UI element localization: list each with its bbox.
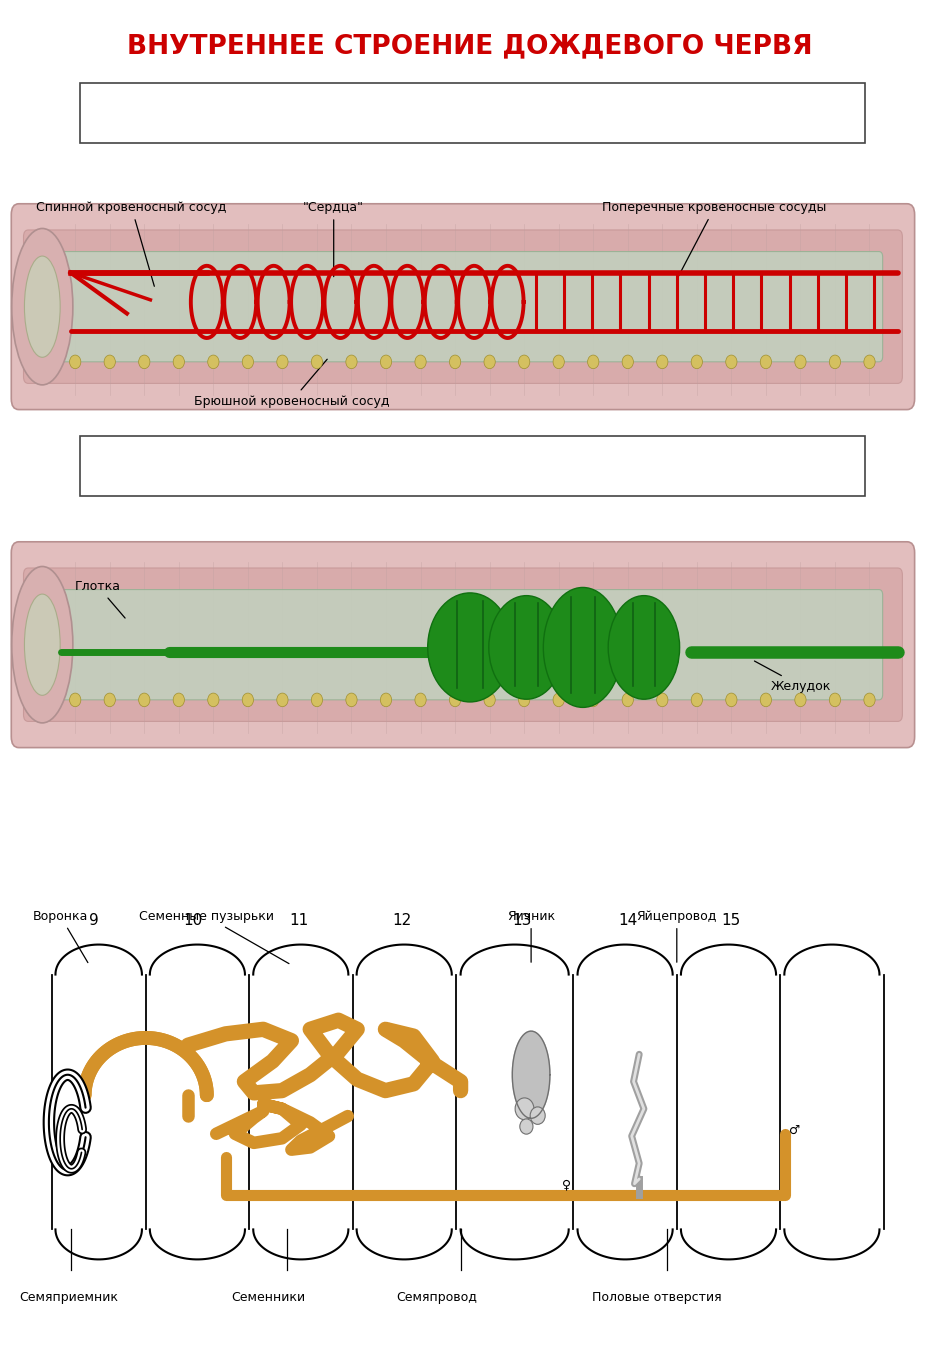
Polygon shape	[512, 1032, 550, 1118]
Ellipse shape	[104, 692, 116, 706]
Ellipse shape	[520, 1119, 533, 1134]
Ellipse shape	[829, 354, 840, 368]
Ellipse shape	[489, 596, 564, 699]
Ellipse shape	[276, 692, 288, 706]
Text: ♀: ♀	[562, 1178, 572, 1191]
Text: Воронка: Воронка	[33, 910, 88, 962]
Ellipse shape	[104, 354, 116, 368]
FancyBboxPatch shape	[43, 252, 883, 361]
Bar	[80, 83, 865, 143]
Ellipse shape	[543, 587, 622, 707]
Ellipse shape	[657, 692, 668, 706]
Text: Семенники: Семенники	[231, 1291, 305, 1304]
Text: 9: 9	[89, 913, 99, 928]
Ellipse shape	[622, 692, 634, 706]
Ellipse shape	[553, 692, 564, 706]
Ellipse shape	[588, 354, 599, 368]
Ellipse shape	[588, 692, 599, 706]
Ellipse shape	[795, 354, 807, 368]
Ellipse shape	[519, 692, 530, 706]
Ellipse shape	[381, 354, 392, 368]
Text: Брюшной кровеносный сосуд: Брюшной кровеносный сосуд	[194, 360, 389, 408]
Ellipse shape	[657, 354, 668, 368]
FancyBboxPatch shape	[11, 203, 915, 409]
Ellipse shape	[864, 692, 875, 706]
Ellipse shape	[311, 354, 322, 368]
Ellipse shape	[691, 692, 702, 706]
FancyBboxPatch shape	[24, 230, 902, 383]
Ellipse shape	[726, 692, 737, 706]
Text: Половые отверстия: Половые отверстия	[592, 1291, 722, 1304]
Ellipse shape	[208, 692, 219, 706]
Ellipse shape	[381, 692, 392, 706]
Text: 10: 10	[183, 913, 202, 928]
FancyBboxPatch shape	[24, 568, 902, 721]
Text: Поперечные кровеносные сосуды: Поперечные кровеносные сосуды	[603, 202, 826, 277]
Ellipse shape	[484, 354, 495, 368]
FancyBboxPatch shape	[43, 590, 883, 699]
Ellipse shape	[243, 692, 254, 706]
Text: Яйцепровод: Яйцепровод	[636, 910, 717, 962]
Ellipse shape	[795, 692, 807, 706]
Ellipse shape	[138, 692, 149, 706]
Ellipse shape	[173, 354, 184, 368]
Ellipse shape	[173, 692, 184, 706]
Ellipse shape	[449, 692, 461, 706]
Ellipse shape	[553, 354, 564, 368]
Text: Глотка: Глотка	[75, 581, 125, 617]
Ellipse shape	[622, 354, 634, 368]
Text: Спинной кровеносный сосуд: Спинной кровеносный сосуд	[37, 202, 227, 286]
Ellipse shape	[691, 354, 702, 368]
Ellipse shape	[243, 354, 254, 368]
Ellipse shape	[519, 354, 530, 368]
Ellipse shape	[608, 596, 680, 699]
Text: 13: 13	[512, 913, 531, 928]
Ellipse shape	[515, 1099, 534, 1120]
Ellipse shape	[415, 354, 426, 368]
Ellipse shape	[346, 692, 357, 706]
Text: 14: 14	[619, 913, 637, 928]
Text: Яичник: Яичник	[507, 910, 556, 962]
Text: Семенные пузырьки: Семенные пузырьки	[139, 910, 289, 964]
Text: Рот: Рот	[28, 665, 59, 692]
Text: ♂: ♂	[789, 1123, 800, 1137]
Text: Желудок: Желудок	[755, 661, 831, 692]
Ellipse shape	[530, 1107, 545, 1124]
Ellipse shape	[428, 593, 512, 702]
Ellipse shape	[208, 354, 219, 368]
Ellipse shape	[24, 594, 60, 695]
Ellipse shape	[11, 567, 73, 722]
Text: "Сердца": "Сердца"	[304, 202, 364, 277]
Text: ВНУТРЕННЕЕ СТРОЕНИЕ ДОЖДЕВОГО ЧЕРВЯ: ВНУТРЕННЕЕ СТРОЕНИЕ ДОЖДЕВОГО ЧЕРВЯ	[127, 33, 813, 60]
Ellipse shape	[70, 692, 81, 706]
Text: 12: 12	[393, 913, 412, 928]
Ellipse shape	[760, 354, 772, 368]
Text: Семяприемник: Семяприемник	[19, 1291, 118, 1304]
Ellipse shape	[829, 692, 840, 706]
Ellipse shape	[24, 256, 60, 357]
Ellipse shape	[449, 354, 461, 368]
Text: Семяпровод: Семяпровод	[397, 1291, 478, 1304]
FancyBboxPatch shape	[11, 541, 915, 747]
Ellipse shape	[760, 692, 772, 706]
Ellipse shape	[276, 354, 288, 368]
Ellipse shape	[138, 354, 149, 368]
Ellipse shape	[11, 229, 73, 384]
Ellipse shape	[311, 692, 322, 706]
Text: 15: 15	[722, 913, 741, 928]
Ellipse shape	[70, 354, 81, 368]
Bar	[80, 436, 865, 496]
Ellipse shape	[864, 354, 875, 368]
Ellipse shape	[726, 354, 737, 368]
Ellipse shape	[346, 354, 357, 368]
Ellipse shape	[484, 692, 495, 706]
Text: 11: 11	[290, 913, 308, 928]
Ellipse shape	[415, 692, 426, 706]
